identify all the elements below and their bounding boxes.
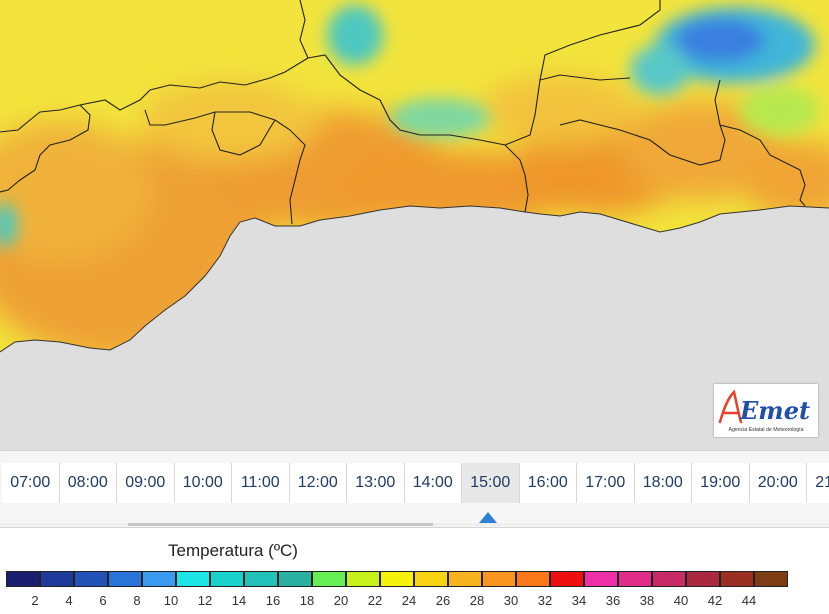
legend-swatch	[346, 571, 380, 587]
time-slot-1400[interactable]: 14:00	[404, 463, 462, 503]
legend-tick-label: 16	[265, 593, 281, 608]
time-slot-1600[interactable]: 16:00	[519, 463, 577, 503]
legend-tick-label: 8	[133, 593, 141, 608]
time-slot-1300[interactable]: 13:00	[347, 463, 405, 503]
legend-swatch	[550, 571, 584, 587]
legend-tick-label: 28	[469, 593, 485, 608]
time-slot-0700[interactable]: 07:00	[2, 463, 60, 503]
legend-title: Temperatura (ºC)	[168, 541, 298, 560]
legend-swatch	[40, 571, 74, 587]
time-slot-1500[interactable]: 15:00	[462, 463, 520, 503]
temperature-map[interactable]: Emet Agencia Estatal de Meteorología	[0, 0, 829, 450]
aemet-logo: Emet Agencia Estatal de Meteorología	[714, 384, 818, 437]
legend-swatch	[108, 571, 142, 587]
legend-swatch	[448, 571, 482, 587]
time-slot-1900[interactable]: 19:00	[692, 463, 750, 503]
legend-tick-label: 30	[503, 593, 519, 608]
time-slot-1200[interactable]: 12:00	[289, 463, 347, 503]
legend-tick-label: 18	[299, 593, 315, 608]
time-slot-0800[interactable]: 08:00	[59, 463, 117, 503]
legend-tick-label: 24	[401, 593, 417, 608]
time-slot-1000[interactable]: 10:00	[174, 463, 232, 503]
legend-swatch	[754, 571, 788, 587]
time-slot-1800[interactable]: 18:00	[634, 463, 692, 503]
legend-swatch	[618, 571, 652, 587]
legend-swatch	[6, 571, 40, 587]
legend-swatch	[720, 571, 754, 587]
time-strip: 07:00 08:00 09:00 10:00 11:00 12:00 13:00 14:00…	[0, 463, 829, 523]
legend-swatch	[516, 571, 550, 587]
time-slot-1100[interactable]: 11:00	[232, 463, 290, 503]
legend-tick-label: 14	[231, 593, 247, 608]
legend-swatch	[278, 571, 312, 587]
legend-tick-label: 22	[367, 593, 383, 608]
legend-swatch	[380, 571, 414, 587]
legend-tick-label: 26	[435, 593, 451, 608]
legend-swatch	[584, 571, 618, 587]
time-slot-2100[interactable]: 21:00	[807, 463, 829, 503]
map-canvas	[0, 0, 829, 353]
legend-tick-label: 10	[163, 593, 179, 608]
legend-swatch	[414, 571, 448, 587]
current-time-pointer-icon	[479, 512, 497, 523]
legend-tick-label: 44	[741, 593, 757, 608]
logo-brand-text: Emet	[739, 396, 810, 425]
legend-tick-label: 4	[65, 593, 73, 608]
legend-tick-label: 40	[673, 593, 689, 608]
legend-swatch	[142, 571, 176, 587]
time-slot-1700[interactable]: 17:00	[577, 463, 635, 503]
time-slot-2000[interactable]: 20:00	[749, 463, 807, 503]
time-slot-0900[interactable]: 09:00	[117, 463, 175, 503]
aemet-logo-mark: Emet Agencia Estatal de Meteorología	[718, 389, 810, 433]
legend-tick-label: 38	[639, 593, 655, 608]
legend-swatch	[652, 571, 686, 587]
legend-tick-label: 2	[31, 593, 39, 608]
time-selector[interactable]: 07:00 08:00 09:00 10:00 11:00 12:00 13:00 14:00…	[0, 450, 829, 528]
temperature-legend: Temperatura (ºC) 2 4 6 8 10 12 14 16 18 20 22 24 26 2…	[0, 528, 829, 614]
legend-swatch	[312, 571, 346, 587]
legend-tick-label: 12	[197, 593, 213, 608]
legend-tick-label: 6	[99, 593, 107, 608]
legend-tick-label: 32	[537, 593, 553, 608]
legend-swatch	[686, 571, 720, 587]
legend-tick-label: 36	[605, 593, 621, 608]
timeline-scrollbar-thumb[interactable]	[128, 523, 433, 526]
logo-subtitle: Agencia Estatal de Meteorología	[729, 427, 804, 433]
legend-tick-label: 20	[333, 593, 349, 608]
legend-swatch	[244, 571, 278, 587]
legend-tick-label: 34	[571, 593, 587, 608]
legend-swatch	[210, 571, 244, 587]
legend-swatch	[74, 571, 108, 587]
legend-tick-label: 42	[707, 593, 723, 608]
legend-swatch	[176, 571, 210, 587]
legend-swatch	[482, 571, 516, 587]
